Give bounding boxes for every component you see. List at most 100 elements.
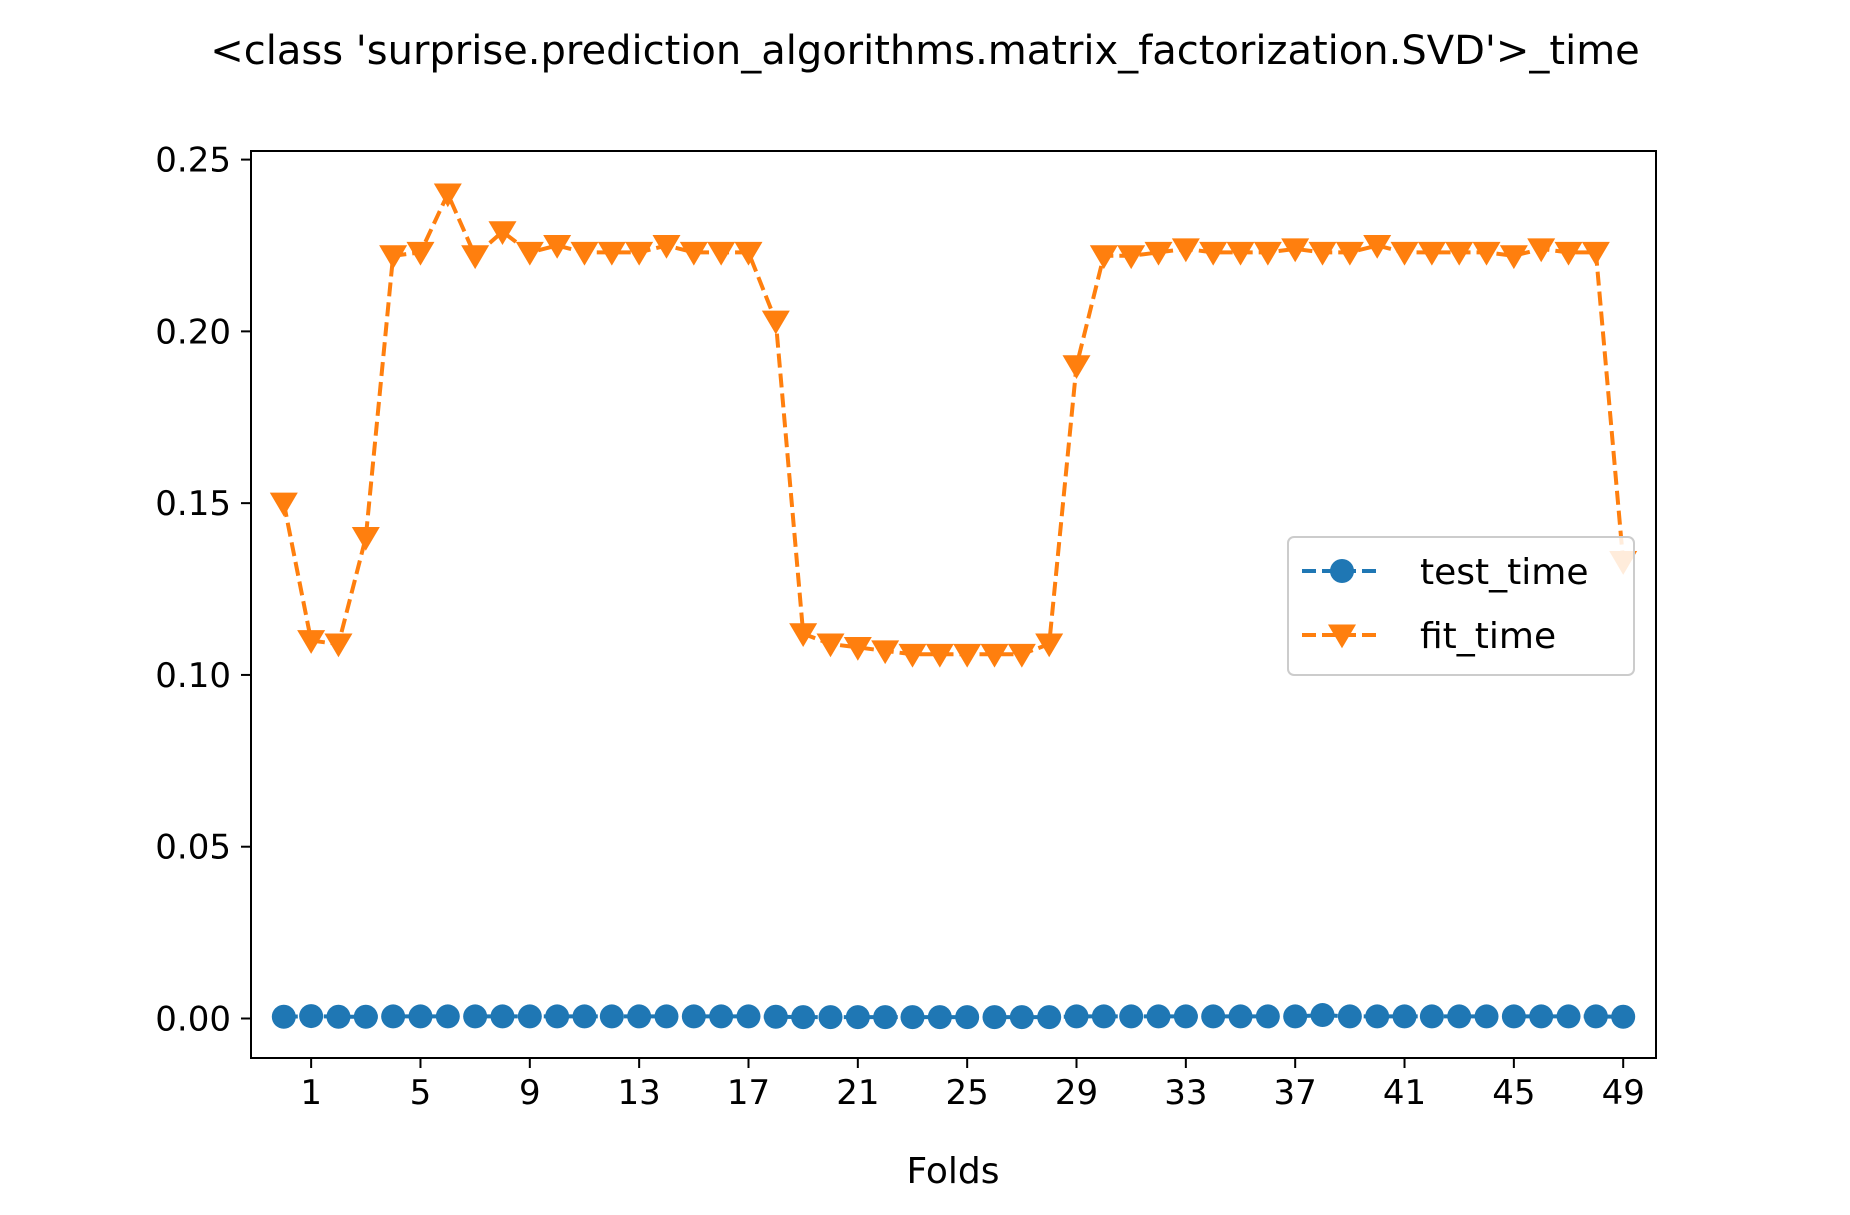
- legend-label: test_time: [1420, 552, 1588, 593]
- data-point: [1119, 1004, 1144, 1029]
- data-point: [652, 234, 681, 259]
- data-point: [763, 1004, 788, 1029]
- data-point: [1501, 1004, 1526, 1029]
- y-tick-label: 0.10: [155, 656, 231, 696]
- x-axis: 1 5 9 13 17 21 25 29 33 37 41 45 49: [300, 1058, 1645, 1113]
- data-point: [1499, 245, 1528, 270]
- legend: test_time fit_time: [1287, 536, 1635, 676]
- x-tick-label: 17: [727, 1073, 770, 1113]
- data-point: [871, 640, 900, 665]
- plot-frame: [250, 150, 1657, 1059]
- series-test-time: [271, 1003, 1636, 1030]
- data-point: [351, 527, 380, 551]
- data-point: [736, 1004, 761, 1029]
- data-point: [353, 1004, 378, 1029]
- data-point: [1144, 241, 1173, 266]
- data-point: [873, 1005, 898, 1030]
- data-point: [408, 1004, 433, 1029]
- data-point: [1035, 633, 1064, 658]
- series-fit-time: [269, 183, 1638, 668]
- x-tick-label: 45: [1492, 1073, 1535, 1113]
- data-point: [1117, 245, 1146, 270]
- data-point: [1335, 241, 1364, 266]
- x-tick-label: 13: [618, 1073, 661, 1113]
- data-point: [324, 633, 353, 658]
- data-point: [627, 1004, 652, 1029]
- data-point: [463, 1004, 488, 1029]
- data-point: [843, 636, 872, 661]
- data-point: [515, 241, 544, 266]
- data-point: [1417, 241, 1446, 266]
- data-point: [734, 241, 763, 266]
- legend-marker: [1330, 559, 1354, 583]
- y-tick-label: 0.00: [155, 999, 231, 1039]
- data-point: [1091, 1004, 1116, 1029]
- data-point: [326, 1004, 351, 1029]
- data-point: [1337, 1004, 1362, 1029]
- data-point: [297, 630, 326, 654]
- data-point: [1308, 241, 1337, 266]
- data-point: [1255, 1004, 1280, 1029]
- data-point: [1447, 1004, 1472, 1029]
- data-point: [1474, 1004, 1499, 1029]
- data-point: [955, 1005, 980, 1030]
- data-point: [490, 1004, 515, 1029]
- data-point: [1472, 241, 1501, 266]
- y-axis: 0.00 0.05 0.10 0.15 0.20 0.25: [155, 141, 251, 1039]
- data-point: [654, 1004, 679, 1029]
- data-point: [625, 241, 654, 266]
- data-point: [679, 241, 708, 266]
- data-point: [379, 245, 408, 270]
- data-point: [269, 492, 298, 517]
- data-point: [681, 1004, 706, 1029]
- data-point: [543, 234, 572, 259]
- data-point: [1226, 241, 1255, 266]
- data-point: [1281, 238, 1310, 263]
- y-tick-label: 0.20: [155, 312, 231, 352]
- data-point: [572, 1004, 597, 1029]
- x-tick-label: 41: [1383, 1073, 1426, 1113]
- data-point: [1392, 1004, 1417, 1029]
- data-point: [900, 1005, 925, 1030]
- data-point: [1089, 245, 1118, 270]
- data-point: [982, 1005, 1007, 1030]
- data-point: [1554, 241, 1583, 266]
- y-tick-label: 0.25: [155, 141, 231, 181]
- data-point: [709, 1004, 734, 1029]
- plot-area: [269, 183, 1638, 1030]
- data-point: [1228, 1004, 1253, 1029]
- data-point: [1363, 234, 1392, 259]
- legend-label: fit_time: [1420, 616, 1556, 657]
- data-point: [271, 1004, 296, 1029]
- legend-entry-fit-time: fit_time: [1302, 616, 1556, 657]
- data-point: [1146, 1004, 1171, 1029]
- data-point: [1445, 241, 1474, 266]
- data-point: [1556, 1004, 1581, 1029]
- data-point: [488, 221, 517, 246]
- data-point: [381, 1004, 406, 1029]
- data-point: [1199, 241, 1228, 266]
- x-tick-label: 29: [1055, 1073, 1098, 1113]
- data-point: [545, 1004, 570, 1029]
- data-point: [435, 1004, 460, 1029]
- data-point: [761, 310, 790, 335]
- data-point: [898, 643, 927, 668]
- data-point: [1419, 1004, 1444, 1029]
- data-point: [1283, 1004, 1308, 1029]
- data-point: [818, 1005, 843, 1030]
- data-point: [925, 643, 954, 668]
- x-tick-label: 1: [300, 1073, 322, 1113]
- y-tick-label: 0.15: [155, 484, 231, 524]
- data-point: [1171, 238, 1200, 263]
- data-point: [1611, 1004, 1636, 1029]
- data-point: [1365, 1004, 1390, 1029]
- data-point: [1581, 241, 1610, 266]
- data-point: [406, 241, 435, 266]
- data-point: [980, 643, 1009, 668]
- data-point: [299, 1004, 324, 1029]
- data-point: [461, 245, 490, 270]
- x-tick-label: 21: [836, 1073, 879, 1113]
- data-point: [1007, 643, 1036, 668]
- data-point: [1527, 238, 1556, 263]
- x-tick-label: 49: [1602, 1073, 1645, 1113]
